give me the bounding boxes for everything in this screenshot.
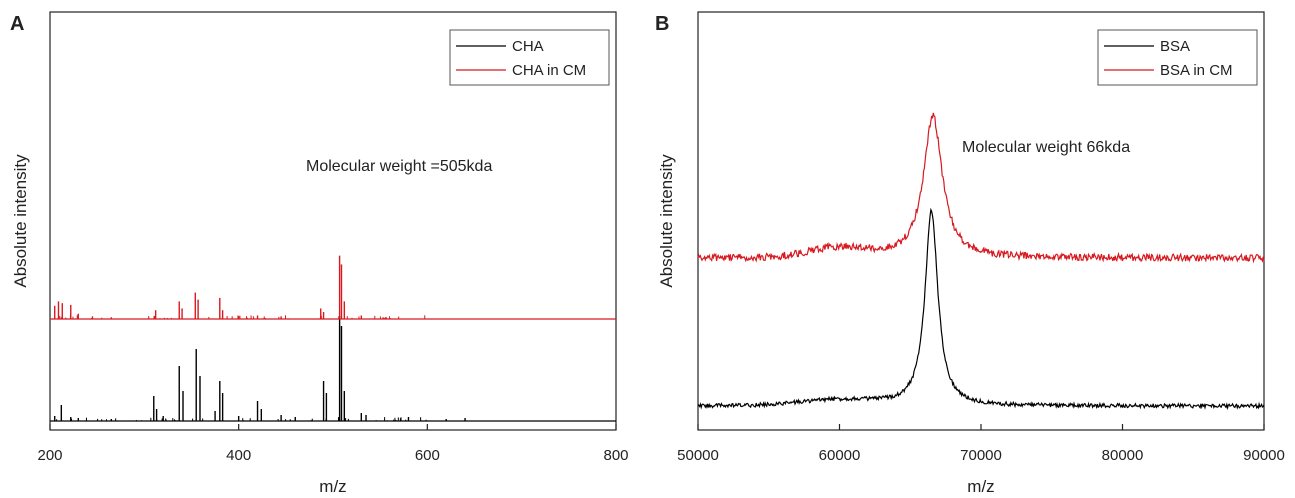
series-group-b [697, 112, 1265, 411]
legend-label-bsa-in-cm: BSA in CM [1160, 62, 1233, 79]
panel-label-a: A [10, 13, 24, 35]
y-axis-title-a: Absolute intensity [11, 154, 30, 288]
legend-label-cha-in-cm: CHA in CM [512, 62, 586, 79]
plot-frame-a [49, 11, 617, 431]
legend-box-b [1097, 29, 1258, 86]
x-tick-label-a: 800 [603, 447, 628, 464]
x-tick-label-b: 70000 [960, 447, 1002, 464]
legend-label-bsa: BSA [1160, 38, 1190, 55]
annotation-b: Molecular weight 66kda [962, 139, 1130, 156]
panel-a: A 200 400 600 800 m/z Absolute intensity Mo… [10, 11, 629, 496]
legend-b: BSA BSA in CM [1097, 29, 1258, 86]
x-tick-label-b: 90000 [1243, 447, 1285, 464]
x-tick-group-b: 50000 60000 70000 80000 90000 [677, 424, 1285, 464]
legend-box-a [449, 29, 610, 86]
y-axis-title-b: Absolute intensity [657, 154, 676, 288]
x-axis-title-b: m/z [967, 477, 994, 496]
x-tick-label-b: 80000 [1102, 447, 1144, 464]
x-tick-label-b: 50000 [677, 447, 719, 464]
panel-label-b: B [655, 13, 669, 35]
x-tick-label-a: 400 [226, 447, 251, 464]
series-group-a [50, 255, 616, 422]
x-tick-group-a: 200 400 600 800 [37, 424, 629, 464]
spectrum-line-b-0 [697, 207, 1265, 411]
annotation-a: Molecular weight =505kda [306, 158, 492, 175]
legend-label-cha: CHA [512, 38, 544, 55]
x-tick-label-a: 600 [415, 447, 440, 464]
x-tick-label-b: 60000 [819, 447, 861, 464]
panel-b: B 50000 60000 70000 80000 90000 m/z Absolute… [655, 11, 1285, 496]
spectrum-line-b-1 [697, 112, 1265, 264]
x-tick-label-a: 200 [37, 447, 62, 464]
legend-a: CHA CHA in CM [449, 29, 610, 86]
x-axis-title-a: m/z [319, 477, 346, 496]
